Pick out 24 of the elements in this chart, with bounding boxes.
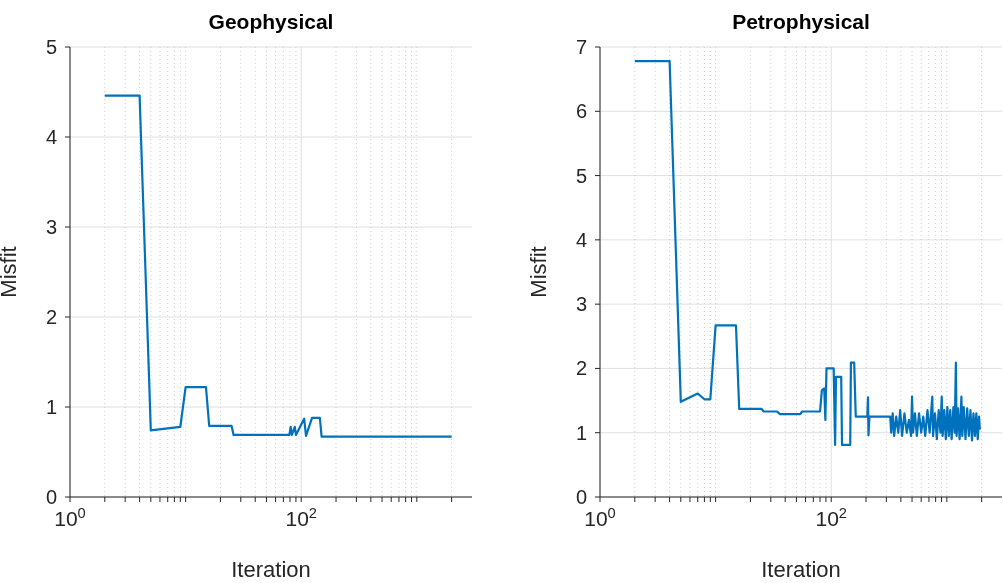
y-tick-label: 0 <box>575 486 587 508</box>
x-tick-label: 10$^{0}$ <box>584 505 616 530</box>
x-tick-label: 10$^{0}$ <box>54 505 86 530</box>
y-tick-label: 4 <box>575 228 587 251</box>
chart-title: Geophysical <box>207 10 335 34</box>
y-tick-label: 1 <box>45 396 57 418</box>
y-tick-label: 2 <box>45 306 57 328</box>
y-tick-label: 5 <box>45 36 57 58</box>
y-axis-title: Misfit <box>0 246 21 298</box>
y-tick-label: 1 <box>575 421 587 444</box>
y-tick-label: 4 <box>45 126 57 148</box>
y-tick-label: 3 <box>45 216 57 238</box>
y-tick-label: 7 <box>575 36 587 58</box>
x-axis-title: Iteration <box>231 557 311 582</box>
y-tick-label: 2 <box>575 357 587 380</box>
y-tick-label: 3 <box>575 293 587 316</box>
x-tick-label: 10$^{2}$ <box>285 505 317 530</box>
y-tick-label: 0 <box>45 486 57 508</box>
chart-title: Petrophysical <box>731 10 871 34</box>
y-tick-label: 5 <box>575 164 587 187</box>
y-axis-title: Misfit <box>525 246 551 298</box>
y-tick-label: 6 <box>575 100 587 123</box>
x-tick-label: 10$^{2}$ <box>815 505 847 530</box>
x-axis-title: Iteration <box>761 557 841 582</box>
